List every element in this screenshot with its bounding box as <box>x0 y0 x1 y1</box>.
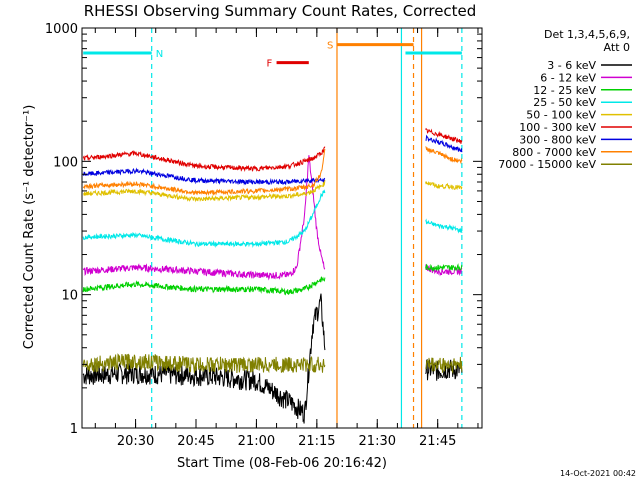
x-axis-label: Start Time (08-Feb-06 20:16:42) <box>177 456 387 471</box>
plot-area: N F S <box>82 28 463 428</box>
series-line-0 <box>82 293 326 424</box>
series-line-right-5 <box>425 127 463 144</box>
legend-label-0: 3 - 6 keV <box>547 59 596 72</box>
footer-date: 14-Oct-2021 00:42 <box>560 469 636 478</box>
series-line-5 <box>82 146 326 173</box>
x-tick-label-5: 21:45 <box>419 434 456 449</box>
y-tick-label-1: 10 <box>61 289 78 304</box>
x-tick-label-2: 21:00 <box>238 434 275 449</box>
series-line-right-3 <box>425 218 463 234</box>
legend-label-7: 800 - 7000 keV <box>512 146 596 159</box>
x-tick-label-1: 20:45 <box>177 434 214 449</box>
axes: 1 10 100 1000 20:30 20:45 21:00 21:15 21:30 21:45 <box>45 22 483 449</box>
series-line-7 <box>82 148 326 196</box>
legend-header-1: Att 0 <box>604 41 630 54</box>
legend-label-1: 6 - 12 keV <box>540 71 596 84</box>
y-axis-label: Corrected Count Rate (s⁻¹ detector⁻¹) <box>22 105 37 350</box>
y-tick-label-3: 1000 <box>45 22 78 37</box>
series-line-right-4 <box>425 180 463 190</box>
series-line-right-2 <box>425 263 463 272</box>
plot-frame <box>81 27 483 429</box>
series-line-right-6 <box>425 134 463 153</box>
series-line-4 <box>82 180 326 203</box>
chart-title: RHESSI Observing Summary Count Rates, Co… <box>84 2 477 20</box>
series-line-right-7 <box>425 146 463 165</box>
legend-header-0: Det 1,3,4,5,6,9, <box>544 28 630 41</box>
y-tick-label-2: 100 <box>53 155 78 170</box>
flag-label-0: N <box>156 49 163 60</box>
legend-label-8: 7000 - 15000 keV <box>498 158 596 171</box>
x-tick-label-3: 21:15 <box>298 434 335 449</box>
series-line-3 <box>82 189 326 248</box>
series-line-2 <box>82 276 326 296</box>
y-tick-label-0: 1 <box>70 422 78 437</box>
series-line-right-0 <box>425 358 463 381</box>
legend-label-2: 12 - 25 keV <box>533 84 596 97</box>
flag-label-3: S <box>327 41 333 52</box>
legend-label-3: 25 - 50 keV <box>533 96 596 109</box>
legend-label-6: 300 - 800 keV <box>519 133 596 146</box>
series-line-right-8 <box>425 356 463 375</box>
x-tick-label-0: 20:30 <box>117 434 154 449</box>
legend-label-4: 50 - 100 keV <box>526 109 596 122</box>
flag-label-2: F <box>267 59 273 70</box>
x-tick-label-4: 21:30 <box>359 434 396 449</box>
series-line-6 <box>82 167 326 186</box>
series-line-1 <box>82 155 326 281</box>
legend-label-5: 100 - 300 keV <box>519 121 596 134</box>
series-line-8 <box>82 353 326 374</box>
